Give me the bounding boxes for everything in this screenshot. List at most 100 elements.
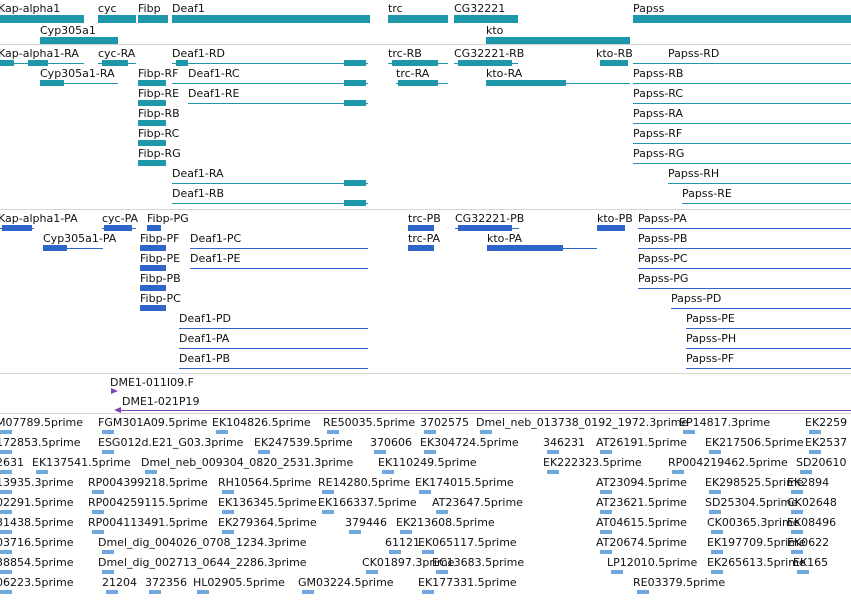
gene-label[interactable]: kto [486,24,504,37]
est-glyph[interactable] [0,590,12,594]
est-label[interactable]: GM03224.5prime [298,576,394,589]
est-glyph[interactable] [102,450,114,454]
est-label[interactable]: 31438.5prime [0,516,74,529]
protein-label[interactable]: kto-PB [597,212,633,225]
gene-glyph[interactable] [40,37,118,45]
est-glyph[interactable] [102,430,114,434]
est-label[interactable]: 38854.5prime [0,556,74,569]
est-label[interactable]: EC13683.5prime [432,556,525,569]
protein-label[interactable]: Deaf1-PE [190,252,241,265]
est-label[interactable]: 3702575 [420,416,469,429]
protein-label[interactable]: Papss-PE [686,312,735,325]
cds[interactable] [140,285,166,291]
est-label[interactable]: RE14280.5prime [318,476,411,489]
est-glyph[interactable] [791,510,803,514]
est-glyph[interactable] [800,470,812,474]
protein-label[interactable]: Fibp-PC [140,292,181,305]
est-label[interactable]: EK197709.5prime [707,536,806,549]
transcript-label[interactable]: Fibp-RC [138,127,180,140]
est-glyph[interactable] [797,570,809,574]
exon[interactable] [138,120,166,126]
protein-label[interactable]: kto-PA [487,232,523,245]
est-glyph[interactable] [809,450,821,454]
cds[interactable] [140,265,166,271]
est-label[interactable]: LP12010.5prime [607,556,698,569]
gene-glyph[interactable] [388,15,448,23]
exon[interactable] [176,60,188,66]
est-glyph[interactable] [382,470,394,474]
est-glyph[interactable] [0,510,12,514]
est-glyph[interactable] [92,530,104,534]
transcript-label[interactable]: Deaf1-RE [188,87,240,100]
est-glyph[interactable] [791,550,803,554]
est-label[interactable]: EK08496 [787,516,837,529]
est-label[interactable]: 02291.5prime [0,496,74,509]
transcript-label[interactable]: cyc-RA [98,47,136,60]
est-glyph[interactable] [611,570,623,574]
est-glyph[interactable] [222,490,234,494]
protein-label[interactable]: Kap-alpha1-PA [0,212,78,225]
transcript-glyph[interactable] [633,103,851,104]
transcript-glyph[interactable] [633,143,851,144]
est-glyph[interactable] [600,450,612,454]
gene-glyph[interactable] [138,15,168,23]
est-glyph[interactable] [424,430,436,434]
est-glyph[interactable] [711,570,723,574]
est-label[interactable]: M07789.5prime [0,416,84,429]
transcript-label[interactable]: trc-RA [396,67,430,80]
transcript-label[interactable]: Deaf1-RD [172,47,225,60]
exon[interactable] [344,180,366,186]
est-label[interactable]: AT04615.5prime [596,516,687,529]
exon[interactable] [138,100,166,106]
est-label[interactable]: 379446 [345,516,387,529]
protein-label[interactable]: trc-PB [408,212,441,225]
est-glyph[interactable] [349,530,361,534]
transcript-glyph[interactable] [633,63,851,64]
est-glyph[interactable] [547,470,559,474]
est-glyph[interactable] [102,550,114,554]
est-label[interactable]: EK137541.5prime [32,456,131,469]
est-glyph[interactable] [149,590,161,594]
est-label[interactable]: EK104826.5prime [212,416,311,429]
est-label[interactable]: EK165 [793,556,829,569]
transcript-label[interactable]: Deaf1-RA [172,167,224,180]
protein-glyph[interactable] [638,268,851,269]
est-label[interactable]: RE50035.5prime [323,416,416,429]
protein-label[interactable]: Papss-PD [671,292,722,305]
exon[interactable] [344,80,366,86]
est-glyph[interactable] [327,430,339,434]
est-glyph[interactable] [600,530,612,534]
est-label[interactable]: RP004113491.5prime [88,516,208,529]
transcript-label[interactable]: Fibp-RE [138,87,180,100]
est-glyph[interactable] [709,450,721,454]
exon[interactable] [138,140,166,146]
est-label[interactable]: RP004219462.5prime [668,456,788,469]
est-glyph[interactable] [0,450,12,454]
gene-glyph[interactable] [454,15,518,23]
cds[interactable] [43,245,67,251]
est-label[interactable]: 372356 [145,576,187,589]
cds[interactable] [597,225,625,231]
exon[interactable] [486,80,566,86]
protein-label[interactable]: Deaf1-PA [179,332,230,345]
transcript-label[interactable]: Papss-RD [668,47,720,60]
protein-glyph[interactable] [638,248,851,249]
est-glyph[interactable] [600,510,612,514]
protein-label[interactable]: Papss-PF [686,352,735,365]
est-glyph[interactable] [389,550,401,554]
protein-glyph[interactable] [179,328,368,329]
transcript-glyph[interactable] [633,123,851,124]
est-glyph[interactable] [419,490,431,494]
est-label[interactable]: EK213608.5prime [396,516,495,529]
est-glyph[interactable] [711,550,723,554]
est-glyph[interactable] [0,490,12,494]
est-label[interactable]: 172853.5prime [0,436,81,449]
est-glyph[interactable] [102,570,114,574]
est-label[interactable]: EK247539.5prime [254,436,353,449]
exon[interactable] [102,60,128,66]
protein-label[interactable]: CG32221-PB [455,212,525,225]
transcript-label[interactable]: Papss-RH [668,167,720,180]
transcript-label[interactable]: Fibp-RG [138,147,181,160]
est-label[interactable]: EK2537 [805,436,848,449]
protein-label[interactable]: Deaf1-PC [190,232,242,245]
